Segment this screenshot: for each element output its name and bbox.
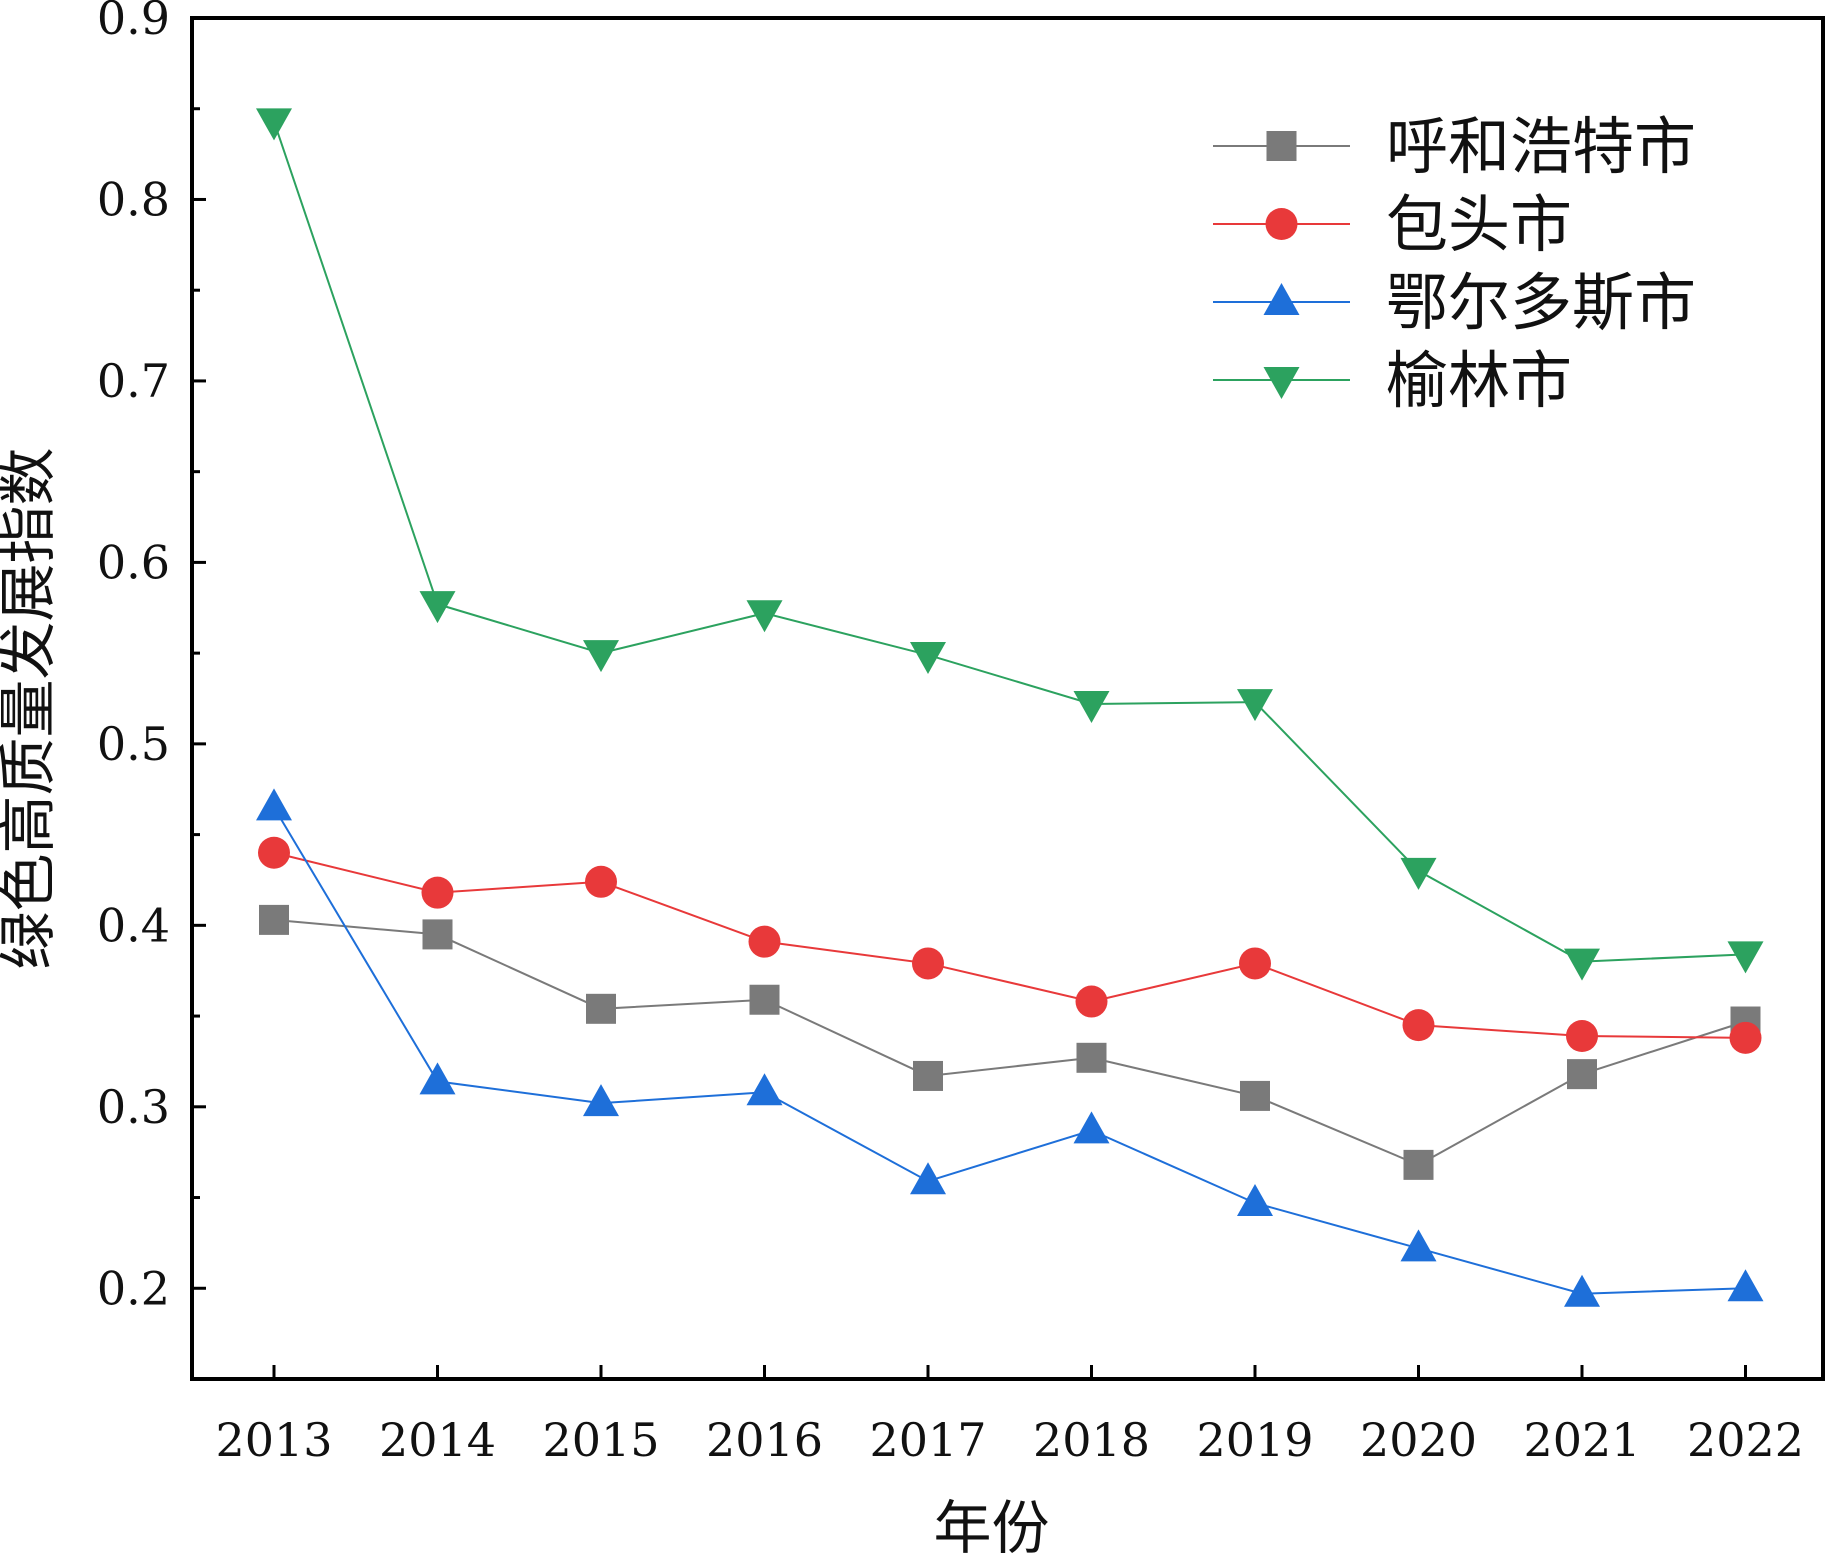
data-point xyxy=(748,925,781,958)
data-point xyxy=(256,108,292,141)
series-line xyxy=(273,918,1746,1166)
axes: 0.2 0.3 0.4 0.5 0.6 0.7 0.8 0.9 2013 2014 2015 2016… xyxy=(97,0,1825,1467)
data-point xyxy=(1073,690,1110,723)
series-triangle-down xyxy=(256,108,1764,981)
data-point xyxy=(1727,941,1764,974)
x-tick-label: 2015 xyxy=(542,1413,659,1467)
x-tick-label: 2022 xyxy=(1687,1413,1804,1467)
legend-item: 呼和浩特市 xyxy=(1213,110,1696,183)
data-point xyxy=(421,876,454,909)
data-point xyxy=(1402,1009,1435,1042)
data-point xyxy=(746,1073,783,1106)
data-point xyxy=(585,865,617,898)
x-tick-label: 2014 xyxy=(379,1413,496,1467)
data-point xyxy=(256,788,292,821)
data-point xyxy=(1263,367,1300,399)
legend-label: 榆林市 xyxy=(1386,344,1572,417)
legend-item: 包头市 xyxy=(1213,188,1572,261)
x-tick-label: 2019 xyxy=(1196,1413,1313,1467)
plot-frame xyxy=(190,16,1825,1381)
x-axis-title: 年份 xyxy=(933,1494,1049,1560)
x-tick-label: 2016 xyxy=(706,1413,823,1467)
data-point xyxy=(259,904,289,935)
data-point xyxy=(1567,1059,1597,1090)
data-point xyxy=(1076,1042,1107,1073)
data-point xyxy=(1237,1183,1273,1216)
x-tick-label: 2021 xyxy=(1523,1413,1640,1467)
data-point xyxy=(1564,948,1600,981)
y-tick-label: 0.8 xyxy=(97,172,170,226)
data-point xyxy=(1564,1274,1600,1307)
series-line xyxy=(273,806,1746,1295)
data-point xyxy=(586,993,616,1024)
legend-item: 榆林市 xyxy=(1213,344,1572,417)
series-square xyxy=(259,904,1761,1180)
data-point xyxy=(1239,947,1271,980)
data-point xyxy=(1237,689,1273,722)
y-axis-title: 绿色高质量发展指数 xyxy=(0,447,62,969)
y-tick-label: 0.7 xyxy=(97,354,170,408)
data-point xyxy=(1400,1229,1437,1262)
data-point xyxy=(910,641,946,674)
legend-label: 鄂尔多斯市 xyxy=(1386,266,1696,339)
data-point xyxy=(419,591,456,624)
data-point xyxy=(1566,1020,1598,1053)
data-point xyxy=(1075,985,1108,1018)
data-point xyxy=(1263,283,1300,315)
legend-item: 鄂尔多斯市 xyxy=(1213,266,1696,339)
data-point xyxy=(1240,1080,1270,1111)
series-triangle-up xyxy=(256,788,1764,1307)
series-line xyxy=(273,121,1746,963)
data-point xyxy=(913,1060,943,1091)
data-point xyxy=(749,984,780,1015)
data-point xyxy=(912,947,944,980)
y-tick-label: 0.2 xyxy=(97,1261,170,1315)
x-tick-label: 2018 xyxy=(1033,1413,1150,1467)
data-point xyxy=(583,1084,619,1117)
data-point xyxy=(419,1062,456,1095)
x-tick-label: 2013 xyxy=(215,1413,332,1467)
x-tick-label: 2020 xyxy=(1360,1413,1477,1467)
data-point xyxy=(422,919,453,950)
data-point xyxy=(1265,208,1298,240)
data-point xyxy=(1727,1269,1764,1302)
data-point xyxy=(910,1162,946,1195)
data-point xyxy=(1400,857,1437,890)
data-point xyxy=(1266,131,1297,161)
data-point xyxy=(1729,1021,1762,1054)
legend-label: 呼和浩特市 xyxy=(1386,110,1696,183)
y-tick-label: 0.4 xyxy=(97,898,170,952)
data-point xyxy=(583,640,619,673)
data-point xyxy=(1403,1149,1434,1180)
y-tick-label: 0.5 xyxy=(97,717,170,771)
series-group xyxy=(256,108,1764,1307)
data-point xyxy=(1073,1111,1110,1144)
legend-label: 包头市 xyxy=(1386,188,1572,261)
y-tick-label: 0.9 xyxy=(97,0,170,45)
data-point xyxy=(258,836,290,869)
series-line xyxy=(273,851,1746,1039)
series-circle xyxy=(258,836,1762,1054)
y-tick-label: 0.3 xyxy=(97,1080,170,1134)
data-point xyxy=(746,600,783,633)
y-tick-label: 0.6 xyxy=(97,535,170,589)
x-tick-label: 2017 xyxy=(869,1413,986,1467)
